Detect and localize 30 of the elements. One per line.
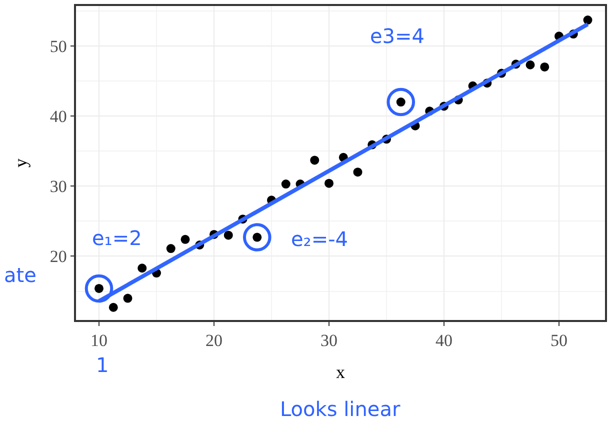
y-tick-label: 20 — [50, 247, 67, 266]
text: Looks linear — [280, 397, 401, 421]
annotation: e3=4 — [370, 24, 425, 48]
point — [310, 156, 320, 165]
x-tick-label: 50 — [550, 331, 568, 350]
point — [281, 180, 290, 189]
x-tick-label: 20 — [206, 331, 222, 350]
point — [123, 294, 132, 303]
point — [108, 302, 118, 312]
point — [353, 168, 362, 177]
annotation: e₁=2 — [92, 226, 142, 250]
point — [138, 264, 147, 273]
y-tick-label: 30 — [50, 177, 67, 196]
y-tick-label: 50 — [50, 36, 67, 56]
x-tick-label: 40 — [436, 331, 452, 350]
point — [224, 230, 233, 240]
text: 1 — [96, 353, 109, 377]
x-tick-label: 30 — [320, 331, 338, 350]
y-axis-title: y — [10, 158, 31, 168]
point — [583, 16, 592, 25]
x-axis-title: x — [336, 362, 345, 382]
point — [180, 234, 190, 244]
point — [540, 62, 550, 72]
annotation: e₂=-4 — [291, 227, 348, 251]
y-tick-label: 40 — [50, 106, 67, 126]
point — [526, 60, 535, 70]
text: ate — [4, 263, 36, 287]
x-tick-label: 10 — [90, 331, 108, 350]
point — [166, 244, 176, 254]
point — [324, 178, 334, 188]
